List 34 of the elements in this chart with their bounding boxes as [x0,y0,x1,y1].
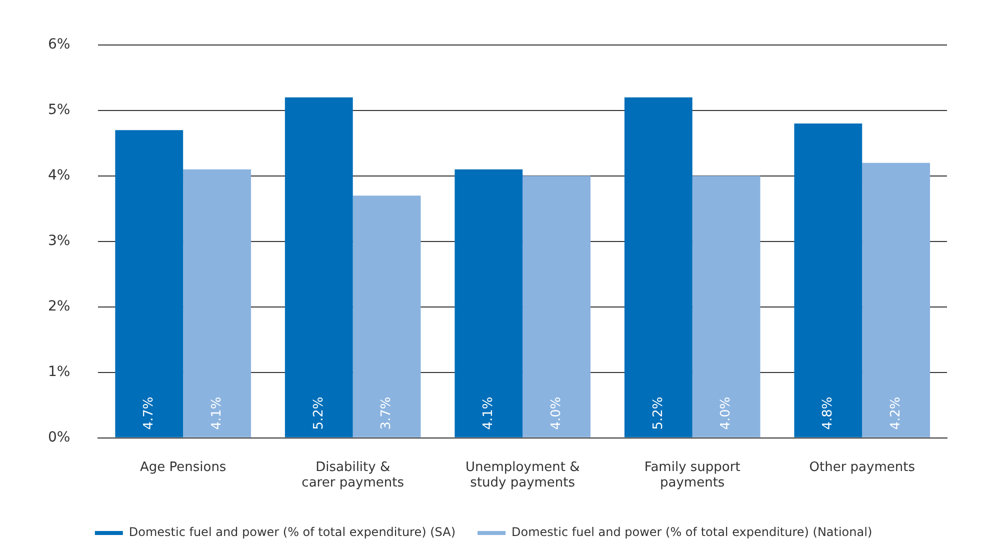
bar [454,169,523,438]
bar [862,162,930,438]
bar [183,169,251,438]
bar [794,124,862,438]
bar [624,97,692,438]
y-tick-label: 4% [48,168,70,184]
y-tick-label: 1% [48,364,70,380]
y-tick-label: 3% [48,233,70,250]
bar [115,130,184,438]
data-label: 4.1% [481,396,496,430]
data-label: 4.7% [142,396,157,430]
x-tick-label: Disability & carer payments [302,460,404,491]
legend-label: Domestic fuel and power (% of total expenditure) (National) [512,525,872,540]
data-label: 5.2% [311,396,326,430]
data-label: 4.8% [820,396,836,430]
data-label: 4.1% [209,396,224,430]
bar [352,196,421,438]
y-tick-label: 5% [48,102,70,118]
x-tick-label: Unemployment & study payments [466,460,580,491]
bar [692,176,760,438]
data-label: 4.0% [548,396,564,430]
bar [284,97,353,438]
x-tick-label: Other payments [809,460,916,475]
bar [522,176,591,438]
data-label: 3.7% [379,396,394,430]
x-tick-label: Age Pensions [140,460,226,475]
x-tick-label: Family support payments [644,460,740,491]
y-tick-label: 2% [48,298,70,315]
y-tick-label: 6% [48,36,70,53]
data-label: 5.2% [650,396,666,430]
data-label: 4.2% [888,396,904,430]
data-label: 4.0% [718,396,734,430]
y-tick-label: 0% [48,429,70,446]
legend-label: Domestic fuel and power (% of total expenditure) (SA) [128,525,456,540]
